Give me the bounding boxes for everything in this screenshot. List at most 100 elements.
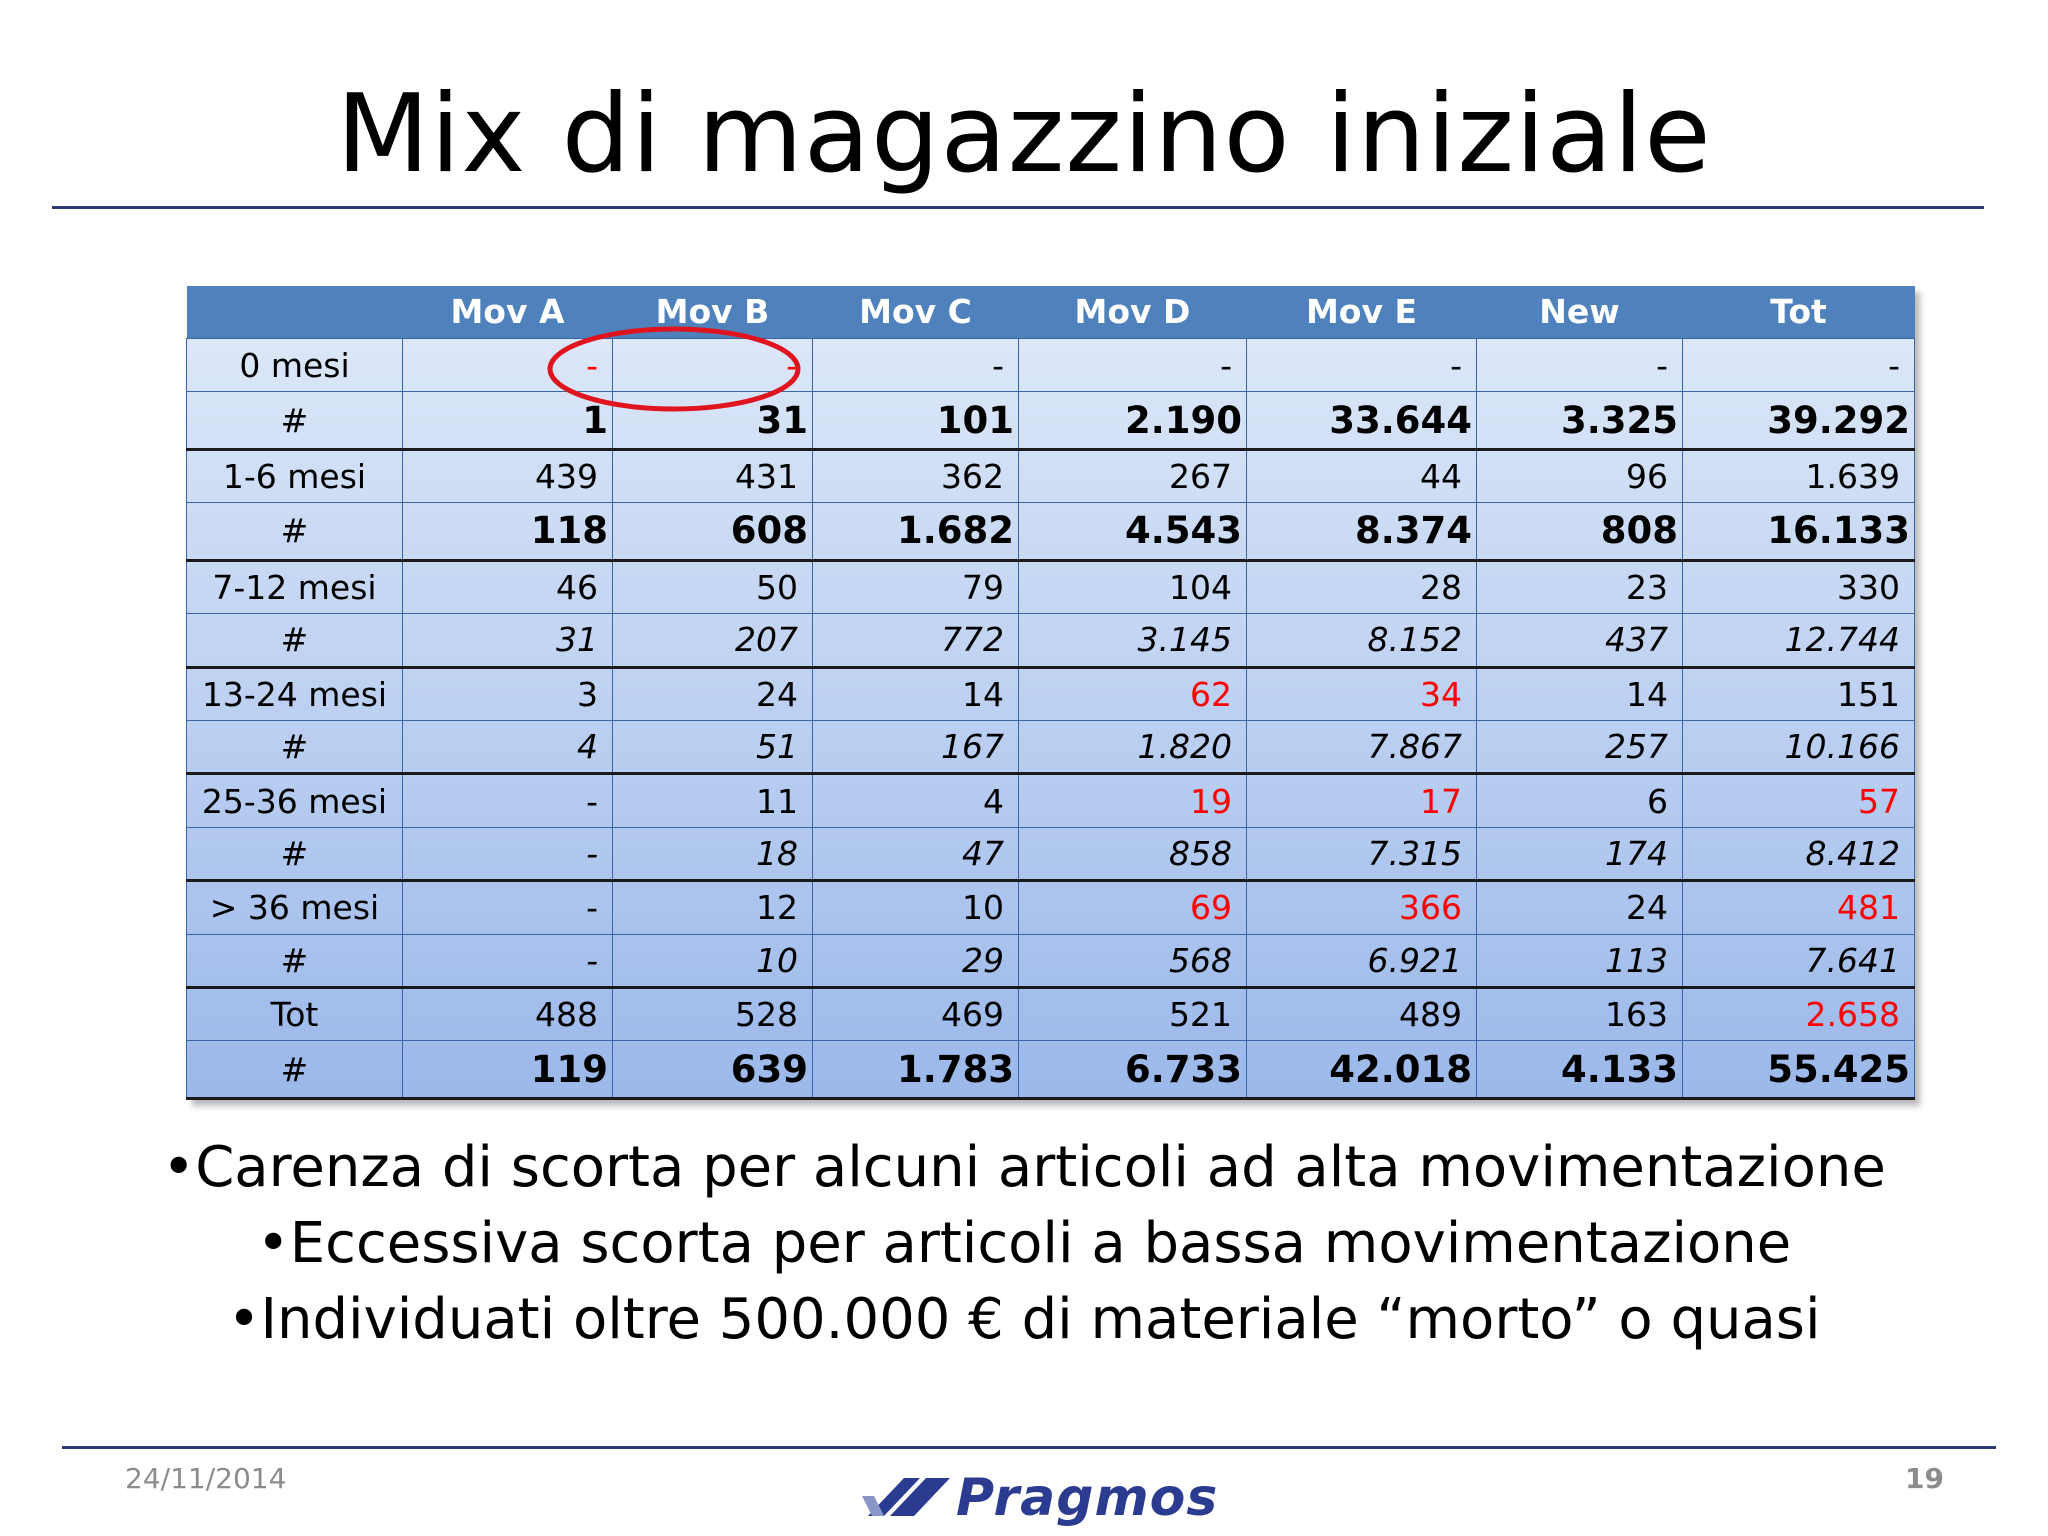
table-cell: 10 [812, 879, 1019, 935]
table-row: 25-36 mesi -11 4 19 17 6 57 [186, 772, 1915, 828]
table-cell: 17 [1246, 772, 1477, 828]
table-cell: 366 [1246, 879, 1477, 935]
table-cell: 151 [1682, 665, 1915, 721]
table-cell: 18 [612, 826, 813, 882]
table-row: #119 639 1.783 6.733 42.018 4.133 55.425 [186, 1040, 1915, 1100]
table-row: Tot 488 528 469 521 489 163 2.658 [186, 985, 1915, 1042]
table-cell: 10.166 [1682, 719, 1915, 775]
table-cell: 469 [812, 985, 1019, 1042]
footer-divider [62, 1446, 1996, 1449]
slide-date: 24/11/2014 [125, 1462, 287, 1495]
table-cell: 521 [1018, 985, 1247, 1042]
table-row: #1 31 101 2.190 33.644 3.325 39.292 [186, 391, 1915, 450]
table-cell: 4 [812, 772, 1019, 828]
table-cell: 528 [612, 985, 813, 1042]
table-cell: 69 [1018, 879, 1247, 935]
pragmos-logo: Pragmos [860, 1466, 1220, 1536]
row-label-cell: # [186, 502, 403, 561]
table-cell: - [402, 772, 613, 828]
table-cell: 2.190 [1018, 391, 1247, 450]
table-cell: 31 [612, 391, 813, 450]
slide-title: Mix di magazzino iniziale [336, 72, 1712, 197]
table-cell: 1 [402, 391, 613, 450]
table-cell: 104 [1018, 558, 1247, 615]
table-cell: 16.133 [1682, 502, 1915, 561]
table-cell: 34 [1246, 665, 1477, 721]
table-cell: - [812, 337, 1019, 393]
table-cell: 6.733 [1018, 1040, 1247, 1100]
table-cell: 4.133 [1476, 1040, 1683, 1100]
table-cell: 8.412 [1682, 826, 1915, 882]
header-cell [186, 286, 403, 339]
table-cell: 174 [1476, 826, 1683, 882]
bullet-item: •Individuati oltre 500.000 € di material… [227, 1287, 1821, 1352]
table-cell: 7.641 [1682, 933, 1915, 988]
table-cell: 24 [612, 665, 813, 721]
table-cell: 2.658 [1682, 985, 1915, 1042]
table-cell: 4 [402, 719, 613, 775]
table-cell: 6 [1476, 772, 1683, 828]
table-cell: 47 [812, 826, 1019, 882]
table-cell: 1.820 [1018, 719, 1247, 775]
bullet-list: •Carenza di scorta per alcuni articoli a… [0, 1130, 2048, 1358]
row-label-cell: # [186, 1040, 403, 1100]
table-cell: 50 [612, 558, 813, 615]
table-row: > 36 mesi -12 10 69 366 24 481 [186, 879, 1915, 935]
table-cell: 51 [612, 719, 813, 775]
table-cell: 7.315 [1246, 826, 1477, 882]
row-label-cell: # [186, 719, 403, 775]
table-row: #118 608 1.682 4.543 8.374 808 16.133 [186, 502, 1915, 561]
table-cell: 12 [612, 879, 813, 935]
row-label-cell: # [186, 933, 403, 988]
header-cell: New [1476, 286, 1683, 339]
title-divider [52, 206, 1984, 209]
row-label-cell: 7-12 mesi [186, 558, 403, 615]
table-row: 7-12 mesi 46 50 79 104 28 23 330 [186, 558, 1915, 615]
header-cell: Mov E [1246, 286, 1477, 339]
row-label-cell: # [186, 826, 403, 882]
row-label-cell: 25-36 mesi [186, 772, 403, 828]
row-label-cell: # [186, 391, 403, 450]
row-label-cell: # [186, 613, 403, 668]
table-cell: 31 [402, 613, 613, 668]
table-cell: 431 [612, 447, 813, 504]
table-cell: 1.783 [812, 1040, 1019, 1100]
page-number: 19 [1905, 1462, 1944, 1495]
table-cell: 8.152 [1246, 613, 1477, 668]
table-cell: 257 [1476, 719, 1683, 775]
table-header-row: Mov A Mov B Mov C Mov D Mov E New Tot [186, 286, 1915, 339]
table-cell: 488 [402, 985, 613, 1042]
table-cell: 12.744 [1682, 613, 1915, 668]
table-cell: 163 [1476, 985, 1683, 1042]
table-row: # -18 47 858 7.315 174 8.412 [186, 826, 1915, 882]
row-label-cell: 1-6 mesi [186, 447, 403, 504]
table-cell: 1.682 [812, 502, 1019, 561]
table-cell: - [1682, 337, 1915, 393]
table-cell: 3.145 [1018, 613, 1247, 668]
table-cell: - [402, 933, 613, 988]
table-cell: 6.921 [1246, 933, 1477, 988]
table-cell: 42.018 [1246, 1040, 1477, 1100]
table-cell: 113 [1476, 933, 1683, 988]
table-cell: - [402, 337, 613, 393]
table-row: # -10 29 568 6.921 113 7.641 [186, 933, 1915, 988]
table-cell: 44 [1246, 447, 1477, 504]
header-cell: Mov D [1018, 286, 1247, 339]
table-cell: 14 [812, 665, 1019, 721]
warehouse-mix-table-container: Mov A Mov B Mov C Mov D Mov E New Tot 0 … [186, 286, 1915, 1100]
table-row: 1-6 mesi 439 431 362 267 44 96 1.639 [186, 447, 1915, 504]
table-cell: 3.325 [1476, 391, 1683, 450]
table-cell: 439 [402, 447, 613, 504]
table-cell: 7.867 [1246, 719, 1477, 775]
table-cell: 639 [612, 1040, 813, 1100]
bullet-item: •Carenza di scorta per alcuni articoli a… [162, 1135, 1886, 1200]
table-row: #31 207 772 3.145 8.152 437 12.744 [186, 613, 1915, 668]
header-cell: Mov A [402, 286, 613, 339]
table-cell: 167 [812, 719, 1019, 775]
table-cell: 23 [1476, 558, 1683, 615]
table-cell: 8.374 [1246, 502, 1477, 561]
table-cell: 11 [612, 772, 813, 828]
table-cell: 267 [1018, 447, 1247, 504]
table-cell: - [612, 337, 813, 393]
table-cell: 330 [1682, 558, 1915, 615]
